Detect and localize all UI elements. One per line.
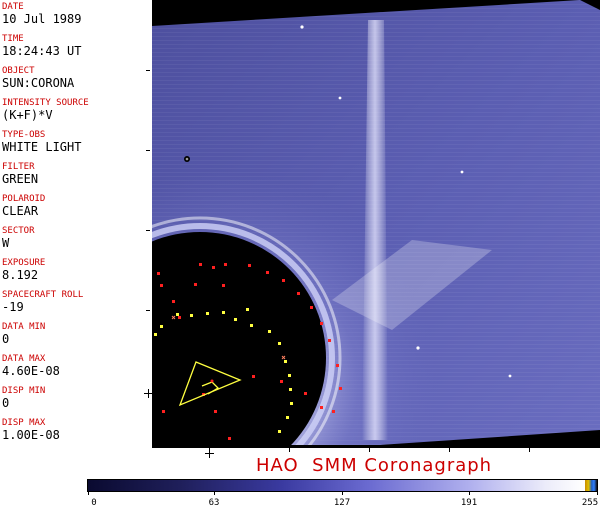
axis-tick	[289, 448, 290, 452]
header-field-label: SPACECRAFT ROLL	[2, 290, 84, 300]
header-field-label: DATA MAX	[2, 354, 46, 364]
header-field: FILTER GREEN	[2, 162, 148, 186]
colorbar-tick	[214, 491, 215, 495]
axis-tick	[146, 230, 150, 231]
header-field: INTENSITY SOURCE (K+F)*V	[2, 98, 148, 122]
header-field-label: EXPOSURE	[2, 258, 46, 268]
header-field-value: 18:24:43 UT	[2, 44, 82, 58]
header-field-label: DISP MIN	[2, 386, 46, 396]
colorbar-tick-label: 0	[91, 498, 97, 508]
instrument-title: HAO SMM Coronagraph	[256, 455, 493, 476]
colorbar-end-swatch	[585, 480, 597, 491]
header-field-label: POLAROID	[2, 194, 46, 204]
bottom-axis-ticks	[152, 448, 600, 452]
colorbar-tick	[597, 491, 598, 495]
header-field: DATA MAX 4.60E-08	[2, 354, 148, 378]
left-axis-ticks	[146, 0, 150, 448]
header-field-value: 8.192	[2, 268, 39, 282]
header-field-value: 0	[2, 332, 10, 346]
occulting-disk	[152, 216, 600, 448]
crosshair-marker-icon	[205, 449, 214, 458]
header-field-label: INTENSITY SOURCE	[2, 98, 89, 108]
header-field-value: 0	[2, 396, 10, 410]
header-field: DATE 10 Jul 1989	[2, 2, 148, 26]
header-field-value: SUN:CORONA	[2, 76, 75, 90]
colorbar-tick-label: 255	[581, 498, 599, 508]
axis-tick	[146, 70, 150, 71]
header-field-label: FILTER	[2, 162, 35, 172]
crosshair-marker-icon	[144, 389, 153, 398]
header-field-value: 1.00E-08	[2, 428, 60, 442]
header-field-value: W	[2, 236, 10, 250]
header-field-value: CLEAR	[2, 204, 39, 218]
overlay-markers	[154, 263, 342, 440]
header-field-value: 10 Jul 1989	[2, 12, 82, 26]
header-field: OBJECT SUN:CORONA	[2, 66, 148, 90]
header-field: TYPE-OBS WHITE LIGHT	[2, 130, 148, 154]
header-field-value: WHITE LIGHT	[2, 140, 82, 154]
colorbar-tick-label: 127	[333, 498, 351, 508]
header-field-label: DATE	[2, 2, 24, 12]
header-field-value: -19	[2, 300, 24, 314]
header-field: TIME 18:24:43 UT	[2, 34, 148, 58]
header-field: DISP MIN 0	[2, 386, 148, 410]
header-field-label: TIME	[2, 34, 24, 44]
header-field-label: DATA MIN	[2, 322, 46, 332]
header-field-label: OBJECT	[2, 66, 35, 76]
header-field-label: TYPE-OBS	[2, 130, 46, 140]
colorbar-tick	[88, 491, 89, 495]
header-field-value: (K+F)*V	[2, 108, 53, 122]
axis-tick	[146, 310, 150, 311]
header-field-value: GREEN	[2, 172, 39, 186]
header-field: DATA MIN 0	[2, 322, 148, 346]
header-info-panel: DATE 10 Jul 1989 TIME 18:24:43 UT OBJECT SUN:…	[0, 0, 150, 448]
header-field: POLAROID CLEAR	[2, 194, 148, 218]
colorbar-tick	[342, 491, 343, 495]
header-field: SPACECRAFT ROLL -19	[2, 290, 148, 314]
colorbar-tick	[469, 491, 470, 495]
header-field-label: SECTOR	[2, 226, 35, 236]
axis-tick	[529, 448, 530, 452]
header-field-value: 4.60E-08	[2, 364, 60, 378]
axis-tick	[369, 448, 370, 452]
header-field: EXPOSURE 8.192	[2, 258, 148, 282]
corona-svg	[152, 0, 600, 448]
axis-tick	[449, 448, 450, 452]
colorbar-tick-label: 191	[460, 498, 478, 508]
header-field: SECTOR W	[2, 226, 148, 250]
colorbar-tick-label: 63	[208, 498, 220, 508]
header-field: DISP MAX 1.00E-08	[2, 418, 148, 442]
header-field-label: DISP MAX	[2, 418, 46, 428]
coronagraph-image	[152, 0, 600, 448]
axis-tick	[146, 150, 150, 151]
